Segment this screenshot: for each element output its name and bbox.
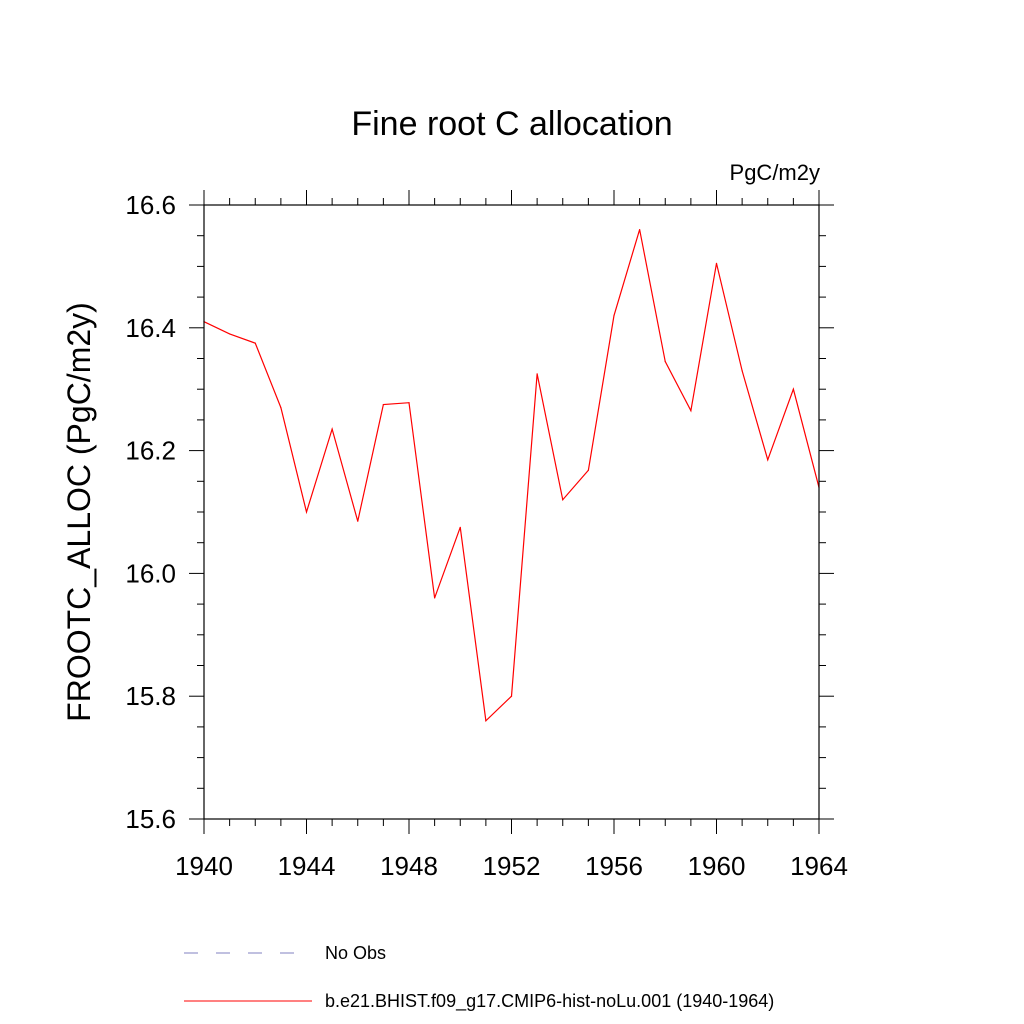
legend-label-model: b.e21.BHIST.f09_g17.CMIP6-hist-noLu.001 … (325, 991, 774, 1012)
x-tick-label: 1960 (688, 851, 746, 881)
data-point (305, 511, 308, 513)
data-point (229, 333, 231, 335)
data-point (510, 695, 513, 697)
x-tick-label: 1944 (278, 851, 336, 881)
x-tick-label: 1940 (175, 851, 233, 881)
data-point (434, 597, 436, 599)
plot-frame (203, 204, 820, 820)
data-point (254, 342, 256, 344)
data-point (767, 459, 769, 461)
chart-title: Fine root C allocation (351, 105, 672, 143)
x-tick-label: 1956 (585, 851, 643, 881)
data-point (536, 373, 538, 375)
y-tick-label: 15.8 (125, 681, 176, 711)
data-point (690, 410, 692, 412)
data-point (382, 403, 384, 406)
data-point (280, 407, 282, 409)
data-point (357, 520, 359, 522)
y-tick-label: 16.6 (125, 190, 176, 220)
data-point (408, 402, 410, 404)
data-point (613, 314, 615, 317)
x-tick-label: 1948 (380, 851, 438, 881)
y-tick-label: 16.4 (125, 313, 176, 343)
series-line-0 (203, 229, 820, 723)
series-layer (203, 228, 820, 723)
data-point (485, 720, 487, 722)
legend-label-no-obs: No Obs (325, 943, 386, 963)
data-point (562, 499, 564, 501)
data-point (459, 526, 461, 528)
y-tick-label: 16.0 (125, 558, 176, 588)
data-point (331, 428, 333, 430)
x-tick-label: 1964 (790, 851, 848, 881)
units-label: PgC/m2y (730, 160, 820, 185)
y-tick-labels: 15.6 15.8 16.0 16.2 16.4 16.6 (125, 190, 176, 834)
x-tick-labels: 1940 1944 1948 1952 1956 1960 1964 (175, 851, 848, 881)
data-point (664, 360, 666, 363)
data-point (741, 370, 743, 372)
data-point (715, 262, 718, 264)
legend: No Obs b.e21.BHIST.f09_g17.CMIP6-hist-no… (184, 943, 774, 1012)
data-point (639, 228, 641, 231)
data-point (587, 469, 589, 471)
axis-ticks (189, 190, 834, 834)
y-tick-label: 15.6 (125, 804, 176, 834)
x-tick-label: 1952 (483, 851, 541, 881)
y-axis-label: FROOTC_ALLOC (PgC/m2y) (61, 302, 97, 722)
data-point (792, 388, 794, 390)
y-tick-label: 16.2 (125, 436, 176, 466)
